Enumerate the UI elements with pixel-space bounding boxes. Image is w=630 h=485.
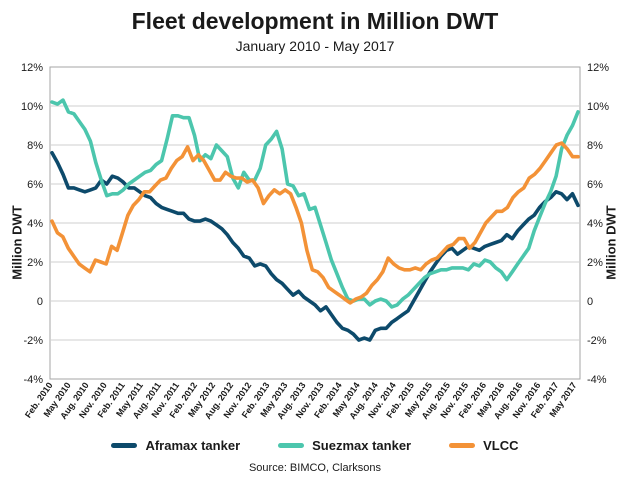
y-tick-label-right: 6% [587,179,603,191]
y-tick-label-left: 8% [27,140,43,152]
y-tick-label-right: 0 [587,296,593,308]
legend: Aframax tanker Suezmax tanker VLCC [0,438,630,453]
source-note: Source: BIMCO, Clarksons [248,462,382,474]
legend-label-vlcc: VLCC [483,438,519,453]
y-tick-label-right: 2% [587,257,603,269]
y-tick-label-left: 6% [27,179,43,191]
legend-item-vlcc: VLCC [449,438,519,453]
legend-item-suezmax: Suezmax tanker [278,438,411,453]
legend-swatch-aframax [111,443,138,448]
legend-label-aframax: Aframax tanker [145,438,241,453]
y-tick-label-left: 12% [21,62,43,74]
y-tick-label-right: -4% [587,374,607,386]
series-line-aframax-tanker [50,151,580,342]
chart-title: Fleet development in Million DWT [131,8,499,34]
y-tick-label-right: 8% [587,140,603,152]
legend-swatch-vlcc [449,443,476,448]
y-tick-label-left: -4% [23,374,43,386]
series-line-vlcc [50,141,580,305]
y-tick-label-left: 2% [27,257,43,269]
y-tick-label-left: 4% [27,218,43,230]
y-tick-label-left: 10% [21,101,43,113]
y-tick-label-left: 0 [37,296,43,308]
legend-label-suezmax: Suezmax tanker [312,438,412,453]
y-tick-label-right: 12% [587,62,609,74]
y-tick-label-right: 4% [587,218,603,230]
y-tick-label-left: -2% [23,335,43,347]
legend-swatch-suezmax [278,443,305,448]
y-tick-label-right: -2% [587,335,607,347]
y-tick-label-right: 10% [587,101,609,113]
series-line-suezmax-tanker [50,98,580,309]
chart-subtitle: January 2010 - May 2017 [235,38,395,54]
legend-item-aframax: Aframax tanker [111,438,240,453]
